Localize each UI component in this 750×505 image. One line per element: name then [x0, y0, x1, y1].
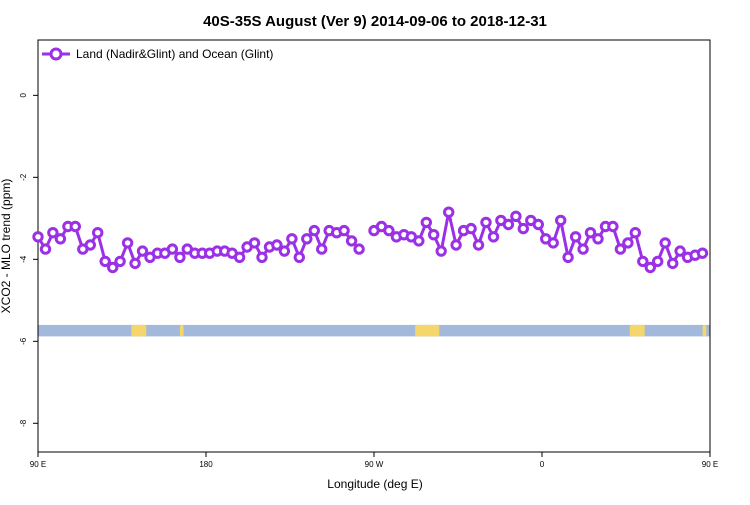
- data-point: [308, 224, 320, 237]
- data-point: [39, 243, 52, 255]
- data-point: [569, 231, 582, 243]
- land-patch: [131, 324, 147, 337]
- y-tick-label: -4: [19, 255, 28, 263]
- data-point: [532, 218, 544, 231]
- data-point: [286, 233, 298, 245]
- data-point: [622, 237, 634, 249]
- y-tick-label: 0: [19, 93, 28, 98]
- data-point: [278, 245, 291, 257]
- data-point: [644, 261, 656, 274]
- legend-marker: [49, 47, 63, 61]
- data-point: [428, 229, 440, 241]
- land-patch: [629, 324, 645, 337]
- data-point: [129, 257, 141, 270]
- data-point: [166, 243, 179, 255]
- data-point: [84, 239, 97, 251]
- data-point: [652, 255, 664, 268]
- data-point: [316, 243, 328, 255]
- plot-frame: [37, 39, 711, 453]
- data-point: [338, 224, 350, 237]
- data-point: [114, 255, 126, 268]
- y-tick-label: -2: [19, 173, 28, 181]
- data-point: [136, 245, 149, 257]
- data-point: [547, 237, 559, 249]
- data-point: [345, 235, 358, 247]
- x-axis-label: Longitude (deg E): [327, 477, 422, 491]
- data-point: [472, 239, 485, 251]
- land-patch: [415, 324, 440, 337]
- data-point: [696, 247, 709, 259]
- ocean-band: [38, 324, 710, 337]
- data-point: [99, 255, 111, 268]
- data-point: [32, 231, 44, 243]
- x-tick-label: 90 W: [365, 460, 384, 469]
- data-point: [248, 237, 261, 249]
- x-tick-label: 90 E: [30, 460, 46, 469]
- data-point: [502, 218, 515, 231]
- series-layer: [32, 206, 709, 274]
- data-point: [383, 224, 395, 237]
- y-axis: 0 -2 -4 -6 -8: [19, 93, 38, 427]
- data-point: [517, 222, 529, 235]
- x-tick-label: 0: [540, 460, 545, 469]
- y-tick-label: -6: [19, 337, 28, 345]
- data-point: [674, 245, 686, 257]
- land-patch: [702, 324, 707, 337]
- map-band: [38, 324, 710, 337]
- data-point: [555, 214, 567, 227]
- data-point: [301, 233, 313, 245]
- data-point: [659, 237, 671, 249]
- data-point: [510, 210, 522, 223]
- data-point: [562, 251, 574, 263]
- data-point: [174, 251, 186, 263]
- data-point: [293, 251, 305, 263]
- data-point: [607, 220, 619, 233]
- x-axis: 90 E 180 90 W 0 90 E: [30, 452, 718, 469]
- data-point: [577, 243, 589, 255]
- data-point: [592, 233, 604, 245]
- legend: Land (Nadir&Glint) and Ocean (Glint): [42, 47, 273, 61]
- data-point: [443, 206, 455, 218]
- data-point: [233, 251, 246, 263]
- data-point: [614, 243, 627, 255]
- data-point: [256, 251, 268, 263]
- data-point: [450, 239, 462, 251]
- x-tick-label: 90 E: [702, 460, 718, 469]
- data-point: [667, 257, 679, 270]
- data-point: [420, 216, 432, 229]
- x-tick-label: 180: [199, 460, 213, 469]
- data-point: [629, 227, 641, 239]
- data-point: [121, 237, 134, 249]
- data-point: [435, 245, 447, 257]
- data-point: [54, 233, 67, 245]
- data-point: [637, 255, 649, 268]
- data-point: [465, 222, 477, 235]
- data-point: [69, 220, 82, 233]
- chart-title: 40S-35S August (Ver 9) 2014-09-06 to 201…: [203, 13, 547, 30]
- data-point: [480, 216, 492, 229]
- land-patch: [179, 324, 184, 337]
- data-point: [487, 231, 500, 243]
- data-point: [413, 235, 425, 247]
- data-point: [353, 243, 365, 255]
- data-point: [271, 239, 283, 251]
- y-axis-label: XCO2 - MLO trend (ppm): [0, 179, 13, 314]
- data-point: [584, 227, 597, 239]
- data-point: [47, 227, 59, 239]
- y-tick-label: -8: [19, 419, 28, 427]
- data-point: [92, 227, 104, 239]
- data-point: [107, 261, 119, 274]
- legend-label: Land (Nadir&Glint) and Ocean (Glint): [76, 47, 273, 61]
